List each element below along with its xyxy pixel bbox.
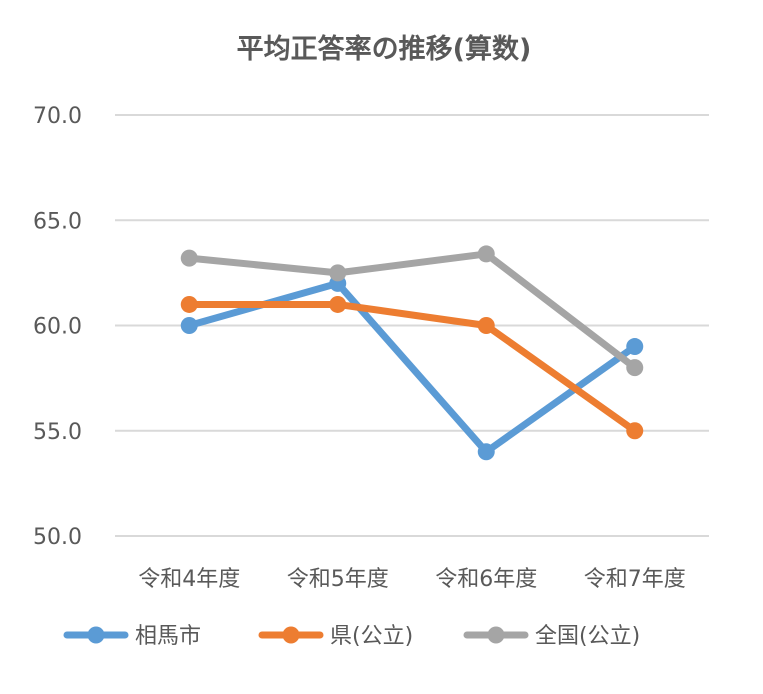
- legend-entry: 相馬市: [63, 624, 201, 649]
- x-tick-label: 令和4年度: [138, 567, 240, 592]
- data-point: [626, 359, 644, 377]
- series-line: [185, 279, 639, 456]
- x-tick-label: 令和6年度: [435, 567, 537, 592]
- y-tick-label: 55.0: [33, 420, 82, 445]
- chart-title: 平均正答率の推移(算数): [237, 33, 532, 65]
- data-point: [180, 249, 198, 267]
- x-tick-label: 令和5年度: [287, 567, 389, 592]
- legend-label: 相馬市: [135, 624, 201, 649]
- x-tick-label: 令和7年度: [584, 567, 686, 592]
- data-point: [477, 443, 495, 461]
- legend-entry: 県(公立): [258, 624, 413, 649]
- x-axis-ticks: 令和4年度 令和5年度 令和6年度 令和7年度: [138, 567, 686, 592]
- y-tick-label: 65.0: [33, 209, 82, 234]
- y-tick-label: 50.0: [33, 525, 82, 550]
- legend: 相馬市 県(公立) 全国(公立): [63, 624, 640, 649]
- data-point: [626, 422, 644, 440]
- legend-label: 県(公立): [330, 624, 413, 649]
- data-point: [626, 338, 644, 356]
- legend-label: 全国(公立): [535, 624, 640, 649]
- data-point: [180, 295, 198, 313]
- data-point: [180, 317, 198, 334]
- gridlines: [115, 114, 709, 537]
- data-point: [329, 295, 347, 313]
- legend-marker: [87, 626, 105, 644]
- series-3: [180, 245, 644, 377]
- series-line: [185, 300, 639, 435]
- series-line: [185, 250, 639, 372]
- series-2: [180, 295, 644, 440]
- y-tick-label: 70.0: [33, 104, 82, 129]
- y-axis-ticks: 50.0 55.0 60.0 65.0 70.0: [33, 104, 82, 550]
- y-tick-label: 60.0: [33, 315, 82, 340]
- data-point: [477, 245, 495, 263]
- data-point: [329, 264, 347, 282]
- data-point: [477, 317, 495, 334]
- legend-marker: [282, 626, 300, 644]
- legend-entry: 全国(公立): [463, 624, 640, 649]
- legend-marker: [487, 626, 505, 644]
- series-lines: [180, 245, 644, 461]
